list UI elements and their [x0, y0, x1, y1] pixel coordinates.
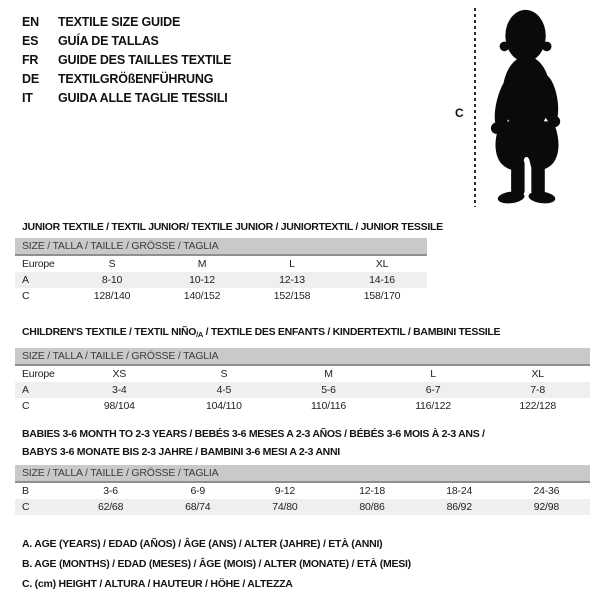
size-header-row: SIZE / TALLA / TAILLE / GRÖSSE / TAGLIA: [15, 348, 590, 366]
size-value: 152/158: [273, 290, 311, 302]
junior-size-table: SIZE / TALLA / TAILLE / GRÖSSE / TAGLIA …: [15, 238, 427, 304]
row-label: B: [22, 485, 29, 497]
size-row: B 3-6 6-9 9-12 12-18 18-24 24-36: [15, 482, 590, 499]
row-label: Europe: [22, 368, 55, 380]
size-value: 24-36: [533, 485, 560, 497]
size-header-cell: SIZE / TALLA / TAILLE / GRÖSSE / TAGLIA: [15, 465, 590, 483]
size-value: 74/80: [241, 499, 329, 515]
size-value: 4-5: [171, 382, 277, 398]
size-value: XL: [375, 258, 389, 270]
babies-heading-line1: BABIES 3-6 MONTH TO 2-3 YEARS / BEBÉS 3-…: [22, 428, 485, 440]
size-value: 6-7: [380, 382, 486, 398]
size-value: 12-18: [359, 485, 385, 497]
size-value: 110/116: [310, 400, 346, 412]
size-value: 14-16: [337, 272, 427, 288]
row-label: C: [15, 499, 67, 515]
size-value: 9-12: [274, 485, 295, 497]
language-title: GUIDA ALLE TAGLIE TESSILI: [58, 91, 228, 105]
size-row: A 3-4 4-5 5-6 6-7 7-8: [15, 382, 590, 398]
language-row: ES GUÍA DE TALLAS: [22, 32, 231, 51]
row-label: A: [15, 272, 67, 288]
size-value: 122/128: [519, 400, 556, 412]
row-label: C: [22, 290, 30, 302]
size-value: 10-12: [157, 272, 247, 288]
size-header-row: SIZE / TALLA / TAILLE / GRÖSSE / TAGLIA: [15, 465, 590, 483]
size-value: 18-24: [446, 485, 473, 497]
size-value: 98/104: [103, 400, 135, 412]
size-value: L: [289, 258, 295, 270]
language-code: EN: [22, 15, 39, 29]
language-row: EN TEXTILE SIZE GUIDE: [22, 13, 231, 32]
children-size-table: SIZE / TALLA / TAILLE / GRÖSSE / TAGLIA …: [15, 348, 590, 414]
size-row: Europe XS S M L XL: [15, 365, 590, 382]
legend-notes: A. AGE (YEARS) / EDAD (AÑOS) / ÂGE (ANS)…: [22, 534, 411, 594]
size-value: 8-10: [67, 272, 157, 288]
language-row: IT GUIDA ALLE TAGLIE TESSILI: [22, 89, 231, 108]
size-value: 140/152: [183, 290, 221, 302]
size-value: 116/122: [415, 400, 451, 412]
size-header-cell: SIZE / TALLA / TAILLE / GRÖSSE / TAGLIA: [15, 238, 427, 256]
language-row: FR GUIDE DES TAILLES TEXTILE: [22, 51, 231, 70]
note-age-years: A. AGE (YEARS) / EDAD (AÑOS) / ÂGE (ANS)…: [22, 538, 383, 550]
size-value: XS: [112, 368, 127, 380]
baby-silhouette-icon: [490, 9, 561, 204]
row-label: Europe: [22, 258, 55, 270]
height-marker-label: C: [455, 106, 464, 120]
size-value: 128/140: [93, 290, 131, 302]
size-value: M: [324, 368, 333, 380]
size-value: 12-13: [247, 272, 337, 288]
size-value: XL: [531, 368, 544, 380]
note-height-cm: C. (cm) HEIGHT / ALTURA / HAUTEUR / HÖHE…: [22, 578, 293, 590]
size-value: 80/86: [328, 499, 416, 515]
size-value: 92/98: [502, 499, 590, 515]
row-label: A: [15, 382, 67, 398]
row-label: C: [22, 400, 30, 412]
size-row: C 98/104 104/110 110/116 116/122 122/128: [15, 398, 590, 414]
language-row: DE TEXTILGRÖßENFÜHRUNG: [22, 70, 231, 89]
size-value: S: [108, 258, 116, 270]
height-dotted-line: [474, 8, 476, 207]
size-header-row: SIZE / TALLA / TAILLE / GRÖSSE / TAGLIA: [15, 238, 427, 256]
size-value: 5-6: [276, 382, 381, 398]
language-code: IT: [22, 91, 33, 105]
babies-size-table: SIZE / TALLA / TAILLE / GRÖSSE / TAGLIA …: [15, 465, 590, 515]
size-value: 104/110: [206, 400, 242, 412]
children-section-heading: CHILDREN'S TEXTILE / TEXTIL NIÑO/A / TEX…: [22, 326, 501, 339]
size-row: C 128/140 140/152 152/158 158/170: [15, 288, 427, 304]
size-value: 7-8: [485, 382, 590, 398]
language-list: EN TEXTILE SIZE GUIDE ES GUÍA DE TALLAS …: [22, 13, 231, 108]
language-title: GUÍA DE TALLAS: [58, 34, 159, 48]
size-value: S: [220, 368, 228, 380]
language-code: DE: [22, 72, 39, 86]
language-title: GUIDE DES TAILLES TEXTILE: [58, 53, 232, 67]
size-value: 86/92: [415, 499, 503, 515]
size-value: 6-9: [190, 485, 206, 497]
size-value: 158/170: [363, 290, 401, 302]
size-row: A 8-10 10-12 12-13 14-16: [15, 272, 427, 288]
babies-heading-line2: BABYS 3-6 MONATE BIS 2-3 JAHRE / BAMBINI…: [22, 446, 340, 458]
language-title: TEXTILE SIZE GUIDE: [58, 15, 181, 29]
size-value: 3-4: [67, 382, 172, 398]
babies-section-heading: BABIES 3-6 MONTH TO 2-3 YEARS / BEBÉS 3-…: [22, 425, 485, 461]
size-value: 68/74: [154, 499, 242, 515]
size-row: C 62/68 68/74 74/80 80/86 86/92 92/98: [15, 499, 590, 515]
language-code: ES: [22, 34, 39, 48]
size-value: L: [430, 368, 436, 380]
language-code: FR: [22, 53, 39, 67]
size-row: Europe S M L XL: [15, 255, 427, 272]
size-value: 3-6: [103, 485, 118, 497]
size-header-cell: SIZE / TALLA / TAILLE / GRÖSSE / TAGLIA: [15, 348, 590, 366]
language-title: TEXTILGRÖßENFÜHRUNG: [58, 72, 214, 86]
size-value: M: [197, 258, 207, 270]
junior-section-heading: JUNIOR TEXTILE / TEXTIL JUNIOR/ TEXTILE …: [22, 221, 443, 233]
note-age-months: B. AGE (MONTHS) / EDAD (MESES) / ÂGE (MO…: [22, 558, 411, 570]
size-value: 62/68: [67, 499, 155, 515]
